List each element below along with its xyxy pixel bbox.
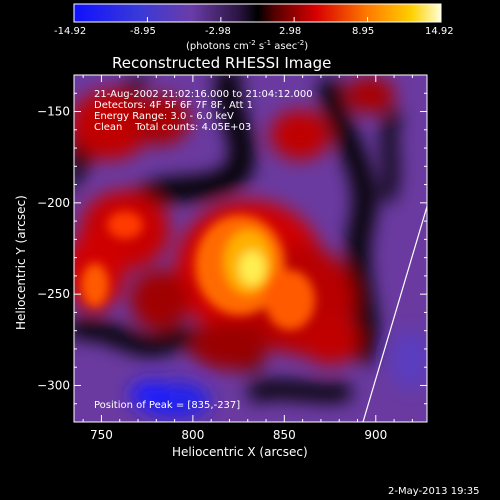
- y-tick-label: −300: [37, 378, 70, 392]
- colorbar-tick-label: -8.95: [130, 26, 156, 37]
- chart-title: Reconstructed RHESSI Image: [112, 54, 331, 72]
- x-axis-label: Heliocentric X (arcsec): [172, 445, 308, 459]
- footer-date: 2-May-2013 19:35: [388, 486, 480, 497]
- annotation-line: Detectors: 4F 5F 6F 7F 8F, Att 1: [94, 100, 253, 111]
- heatmap-image: [74, 75, 427, 422]
- colorbar-tick-label: -2.98: [205, 26, 231, 37]
- colorbar-tick-label: 8.95: [352, 26, 374, 37]
- x-axis: 750 800 850 900: [82, 75, 413, 442]
- colorbar-tick-label: 14.92: [425, 26, 454, 37]
- colorbar-units: (photons cm-2 s-1 asec-2): [186, 39, 308, 52]
- colorbar: -14.92 -8.95 -2.98 2.98 8.95 14.92 (phot…: [54, 3, 454, 52]
- y-axis: −150 −200 −250 −300: [37, 92, 427, 405]
- colorbar-gradient: [73, 3, 442, 23]
- solar-limb-line: [362, 206, 427, 422]
- annotation-line: 21-Aug-2002 21:02:16.000 to 21:04:12.000: [94, 89, 313, 100]
- annotation-line: Energy Range: 3.0 - 6.0 keV: [94, 111, 234, 122]
- x-tick-label: 900: [364, 428, 387, 442]
- y-tick-label: −150: [37, 105, 70, 119]
- y-tick-label: −250: [37, 287, 70, 301]
- peak-position-label: Position of Peak = [835,-237]: [94, 400, 240, 411]
- plot-frame: [73, 74, 428, 423]
- x-tick-label: 800: [181, 428, 204, 442]
- colorbar-ticks: [73, 17, 442, 22]
- y-tick-label: −200: [37, 196, 70, 210]
- y-axis-label: Heliocentric Y (arcsec): [14, 195, 28, 330]
- x-tick-label: 850: [273, 428, 296, 442]
- colorbar-tick-label: -14.92: [54, 26, 86, 37]
- colorbar-tick-label: 2.98: [279, 26, 301, 37]
- x-tick-label: 750: [90, 428, 113, 442]
- annotation-line: Clean Total counts: 4.05E+03: [94, 122, 251, 133]
